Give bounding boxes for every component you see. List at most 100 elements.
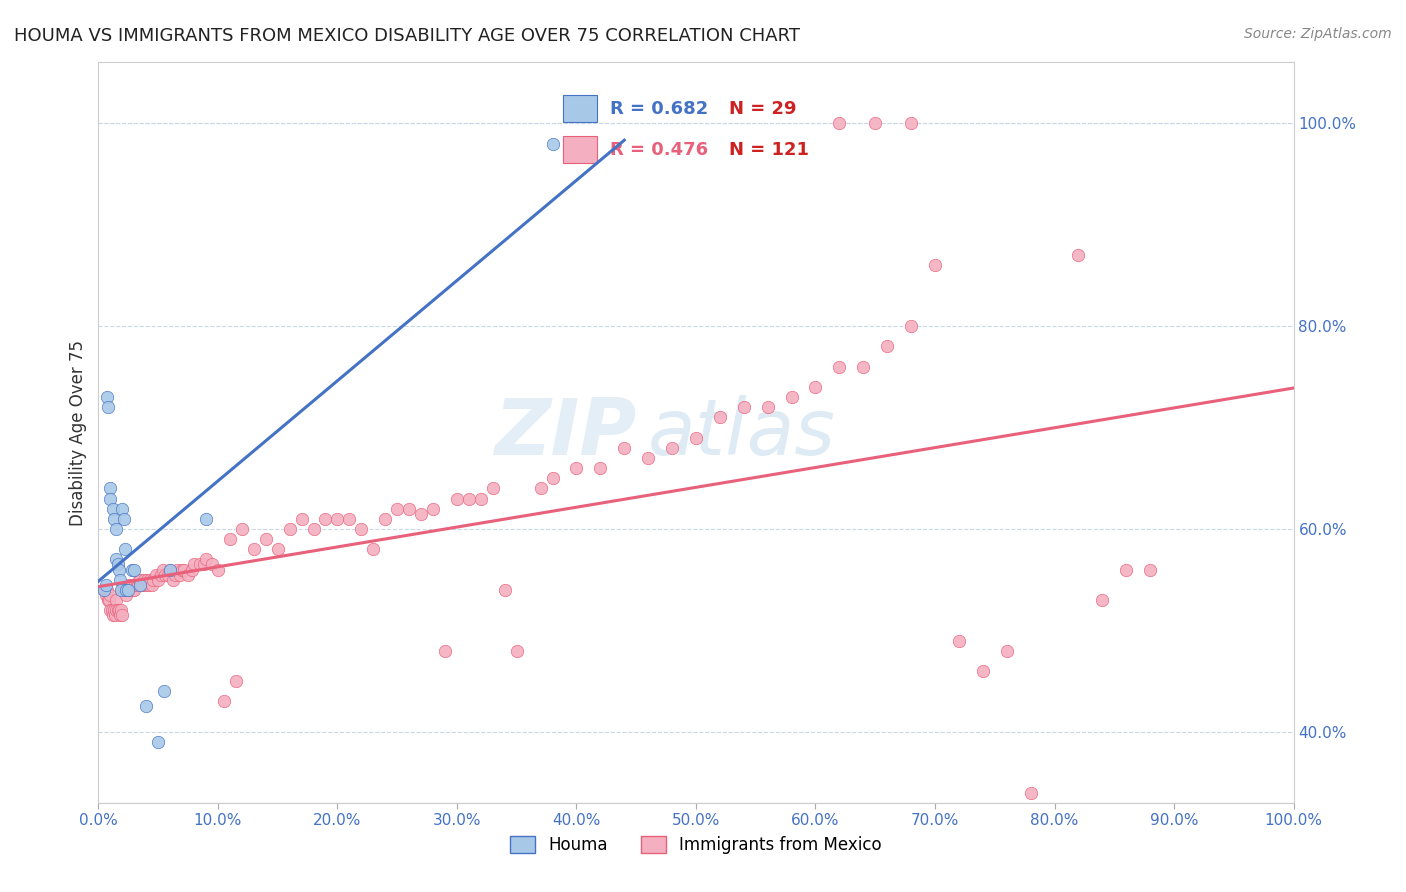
Point bbox=[339, 512, 361, 526]
Point bbox=[107, 562, 129, 576]
Point bbox=[135, 578, 157, 592]
Point bbox=[780, 390, 803, 404]
Point bbox=[163, 567, 186, 582]
Point bbox=[120, 578, 142, 592]
Point bbox=[129, 578, 152, 592]
Point bbox=[97, 401, 120, 415]
Point bbox=[398, 501, 420, 516]
Point bbox=[111, 582, 134, 597]
Point bbox=[115, 588, 138, 602]
Point bbox=[446, 491, 468, 506]
Point bbox=[709, 410, 731, 425]
Point bbox=[114, 542, 136, 557]
Point bbox=[96, 582, 118, 597]
Point bbox=[302, 522, 325, 536]
Point bbox=[117, 582, 139, 597]
Point bbox=[103, 603, 125, 617]
Point bbox=[105, 593, 128, 607]
Point bbox=[142, 573, 165, 587]
Point bbox=[153, 684, 176, 698]
Point bbox=[685, 431, 707, 445]
Point bbox=[112, 512, 135, 526]
Point bbox=[148, 573, 170, 587]
Point bbox=[924, 258, 946, 272]
Point bbox=[129, 573, 152, 587]
Point bbox=[152, 562, 174, 576]
Point bbox=[93, 582, 115, 597]
Point bbox=[1067, 248, 1090, 262]
Point bbox=[162, 573, 184, 587]
Point bbox=[159, 562, 181, 576]
Point bbox=[212, 694, 235, 708]
Point bbox=[565, 461, 588, 475]
Point bbox=[149, 567, 172, 582]
Point bbox=[637, 450, 659, 465]
Point bbox=[100, 603, 122, 617]
Point bbox=[195, 512, 218, 526]
Point bbox=[1019, 786, 1042, 800]
Point bbox=[350, 522, 373, 536]
Point bbox=[756, 401, 779, 415]
Point bbox=[94, 588, 117, 602]
Point bbox=[530, 482, 553, 496]
Point bbox=[1139, 562, 1161, 576]
Point bbox=[115, 582, 138, 597]
Point bbox=[112, 582, 135, 597]
Point bbox=[458, 491, 481, 506]
Point bbox=[948, 633, 970, 648]
Point bbox=[363, 542, 385, 557]
Point bbox=[141, 578, 163, 592]
Point bbox=[101, 608, 124, 623]
Point bbox=[166, 562, 188, 576]
Point bbox=[385, 501, 409, 516]
Point bbox=[852, 359, 875, 374]
Point bbox=[804, 380, 827, 394]
Point bbox=[111, 501, 134, 516]
Point bbox=[98, 482, 122, 496]
Point bbox=[114, 582, 136, 597]
Point bbox=[828, 116, 851, 130]
Point bbox=[148, 735, 170, 749]
Point bbox=[121, 578, 143, 592]
Point bbox=[138, 578, 160, 592]
Point bbox=[93, 582, 115, 597]
Point bbox=[995, 643, 1018, 657]
Point bbox=[156, 567, 179, 582]
Text: atlas: atlas bbox=[648, 394, 837, 471]
Point bbox=[110, 582, 132, 597]
Point bbox=[411, 507, 433, 521]
Point bbox=[108, 608, 131, 623]
Point bbox=[733, 401, 755, 415]
Point bbox=[131, 578, 153, 592]
Point bbox=[118, 578, 141, 592]
Point bbox=[541, 136, 564, 151]
Point bbox=[97, 593, 120, 607]
Point bbox=[1115, 562, 1137, 576]
Point bbox=[136, 573, 159, 587]
Point bbox=[132, 573, 155, 587]
Text: HOUMA VS IMMIGRANTS FROM MEXICO DISABILITY AGE OVER 75 CORRELATION CHART: HOUMA VS IMMIGRANTS FROM MEXICO DISABILI… bbox=[14, 27, 800, 45]
Point bbox=[225, 674, 247, 689]
Point bbox=[111, 608, 134, 623]
Point bbox=[231, 522, 253, 536]
Point bbox=[173, 562, 195, 576]
Point bbox=[541, 471, 564, 485]
Point bbox=[180, 562, 202, 576]
Point bbox=[122, 582, 145, 597]
Y-axis label: Disability Age Over 75: Disability Age Over 75 bbox=[69, 340, 87, 525]
Point bbox=[183, 558, 205, 572]
Point bbox=[107, 603, 129, 617]
Point bbox=[108, 573, 131, 587]
Text: Source: ZipAtlas.com: Source: ZipAtlas.com bbox=[1244, 27, 1392, 41]
Point bbox=[103, 512, 125, 526]
Point bbox=[169, 567, 191, 582]
Point bbox=[98, 491, 122, 506]
Point bbox=[145, 567, 167, 582]
Point bbox=[972, 664, 994, 678]
Point bbox=[94, 578, 117, 592]
Point bbox=[155, 567, 177, 582]
Point bbox=[374, 512, 396, 526]
Point bbox=[188, 558, 211, 572]
Point bbox=[201, 558, 224, 572]
Point bbox=[104, 608, 127, 623]
